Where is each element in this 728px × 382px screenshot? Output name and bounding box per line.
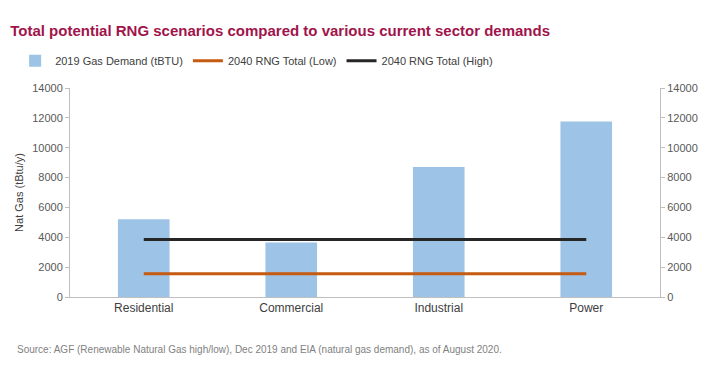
- svg-text:0: 0: [57, 291, 63, 303]
- svg-text:6000: 6000: [38, 201, 62, 213]
- svg-text:Commercial: Commercial: [259, 301, 323, 315]
- svg-text:10000: 10000: [32, 142, 63, 154]
- svg-text:Residential: Residential: [114, 301, 173, 315]
- svg-text:4000: 4000: [667, 231, 691, 243]
- svg-text:Total potential RNG scenarios: Total potential RNG scenarios compared t…: [10, 22, 550, 39]
- svg-text:Power: Power: [569, 301, 603, 315]
- svg-text:8000: 8000: [38, 171, 62, 183]
- svg-text:10000: 10000: [667, 142, 698, 154]
- svg-text:14000: 14000: [667, 82, 698, 94]
- svg-text:0: 0: [667, 291, 673, 303]
- svg-text:4000: 4000: [38, 231, 62, 243]
- svg-text:12000: 12000: [32, 112, 63, 124]
- svg-text:14000: 14000: [32, 82, 63, 94]
- svg-text:2040 RNG Total (Low): 2040 RNG Total (Low): [228, 55, 337, 67]
- svg-text:2019 Gas Demand (tBTU): 2019 Gas Demand (tBTU): [55, 55, 183, 67]
- svg-text:8000: 8000: [667, 171, 691, 183]
- svg-text:6000: 6000: [667, 201, 691, 213]
- svg-text:Industrial: Industrial: [414, 301, 463, 315]
- svg-text:Nat Gas (tBtu/y): Nat Gas (tBtu/y): [13, 153, 25, 232]
- svg-text:2000: 2000: [38, 261, 62, 273]
- svg-text:2000: 2000: [667, 261, 691, 273]
- svg-text:12000: 12000: [667, 112, 698, 124]
- svg-text:Source: AGF (Renewable Natural: Source: AGF (Renewable Natural Gas high/…: [17, 344, 502, 355]
- svg-text:2040 RNG Total (High): 2040 RNG Total (High): [382, 55, 493, 67]
